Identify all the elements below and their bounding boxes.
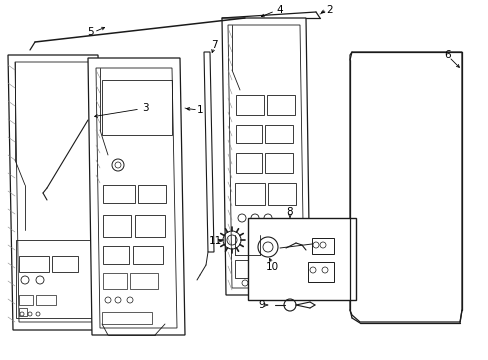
Bar [103, 215, 131, 237]
Text: 1: 1 [196, 105, 203, 115]
Bar [236, 125, 262, 143]
Bar [267, 183, 295, 205]
Polygon shape [222, 18, 309, 295]
Bar [266, 95, 294, 115]
Text: 8: 8 [286, 207, 293, 217]
Text: 2: 2 [326, 5, 333, 15]
Bar [36, 295, 56, 305]
Bar [264, 125, 292, 143]
Bar [236, 95, 264, 115]
Polygon shape [203, 52, 214, 252]
Text: 5: 5 [86, 27, 93, 37]
Bar [103, 246, 129, 264]
Bar [235, 260, 274, 278]
Bar [19, 256, 49, 272]
Bar [19, 308, 27, 316]
Text: 10: 10 [265, 262, 278, 272]
Bar [103, 185, 135, 203]
Text: 9: 9 [258, 300, 265, 310]
Text: 6: 6 [444, 50, 450, 60]
Bar [311, 238, 333, 254]
Text: 4: 4 [276, 5, 283, 15]
Bar [135, 215, 164, 237]
Polygon shape [8, 55, 105, 330]
Bar [236, 153, 262, 173]
Polygon shape [88, 58, 184, 335]
Text: 3: 3 [142, 103, 148, 113]
Bar [52, 256, 78, 272]
Bar [133, 246, 163, 264]
Bar [16, 240, 96, 318]
Bar [247, 218, 355, 300]
Bar [102, 80, 172, 135]
Bar [307, 262, 333, 282]
Bar [138, 185, 165, 203]
Bar [235, 183, 264, 205]
Bar [130, 273, 158, 289]
Polygon shape [349, 52, 461, 322]
Bar [264, 153, 292, 173]
Text: 11: 11 [208, 236, 221, 246]
Bar [103, 273, 127, 289]
Bar [102, 312, 152, 324]
Text: 7: 7 [210, 40, 217, 50]
Bar [19, 295, 33, 305]
